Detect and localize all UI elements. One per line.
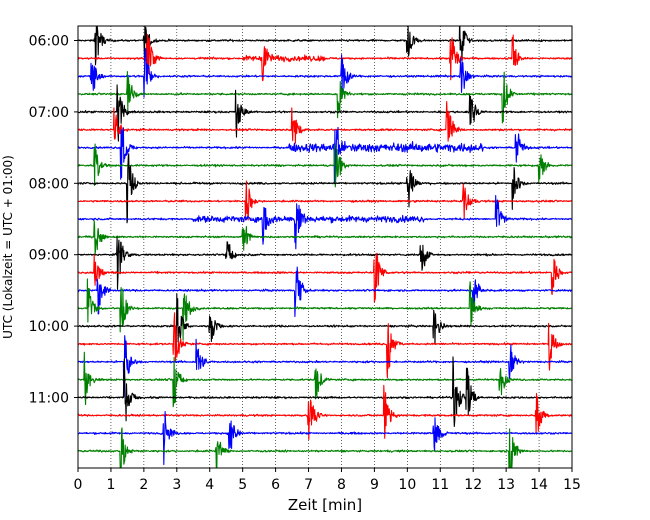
trace-line [78,236,572,290]
trace-line [78,47,572,98]
trace-line [78,293,572,346]
y-tick-label: 06:00 [29,34,69,50]
x-tick-label: 4 [205,477,214,493]
trace-line [78,427,572,468]
x-tick-label: 11 [431,477,449,493]
x-tick-label: 0 [74,477,83,493]
x-tick-label: 3 [172,477,181,493]
trace-layer [78,26,572,468]
x-tick-label: 5 [238,477,247,493]
trace-line [78,101,572,144]
trace-line [78,195,572,250]
y-tick-label: 09:00 [29,248,69,264]
axis-layer: 0 1 2 3 4 5 6 7 8 9 10 11 12 13 14 1506:0007:0008:0009:… [29,34,581,494]
x-tick-label: 8 [337,477,346,493]
y-tick-label: 08:00 [29,176,69,192]
trace-line [78,220,572,256]
trace-line [78,180,572,221]
x-tick-label: 12 [464,477,482,493]
trace-line [78,26,572,66]
x-tick-label: 6 [271,477,280,493]
y-tick-label: 07:00 [29,105,69,121]
trace-line [78,84,572,142]
trace-line [78,410,572,466]
y-tick-label: 11:00 [29,391,69,407]
x-tick-label: 13 [497,477,515,493]
trace-line [78,335,572,398]
trace-line [78,70,572,124]
trace-line [78,143,572,188]
trace-line [78,153,572,224]
x-tick-label: 9 [370,477,379,493]
x-tick-label: 15 [563,477,581,493]
trace-line [78,356,572,428]
x-tick-label: 1 [106,477,115,493]
x-tick-label: 7 [304,477,313,493]
x-axis-title: Zeit [min] [288,496,362,514]
trace-line [78,278,572,341]
trace-line [78,126,572,184]
trace-line [78,33,572,82]
x-tick-label: 2 [139,477,148,493]
trace-line [78,384,572,441]
x-tick-label: 14 [530,477,548,493]
trace-line [78,266,572,318]
trace-line [78,351,572,408]
x-tick-label: 10 [398,477,416,493]
trace-line [78,252,572,303]
plot-frame [77,25,573,469]
y-axis-title: UTC (Lokalzeit = UTC + 01:00) [1,155,15,339]
y-tick-label: 10:00 [29,319,69,335]
trace-line [78,312,572,379]
